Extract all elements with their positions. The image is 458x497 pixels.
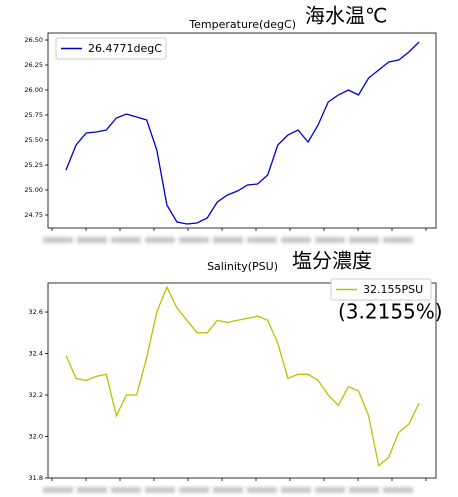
x-tick-label-blurred: [213, 487, 243, 493]
x-tick-label-blurred: [43, 237, 73, 243]
y-tick-label: 32.2: [29, 391, 43, 399]
annotation: 塩分濃度: [292, 249, 372, 273]
x-tick-label-blurred: [383, 487, 413, 493]
x-tick-label-blurred: [77, 237, 107, 243]
x-tick-label-blurred: [383, 237, 413, 243]
x-tick-label-blurred: [111, 487, 141, 493]
y-tick-label: 32.6: [29, 308, 43, 316]
x-tick-label-blurred: [77, 487, 107, 493]
y-tick-label: 25.75: [24, 111, 43, 119]
x-tick-label-blurred: [247, 237, 277, 243]
y-tick-label: 26.00: [24, 86, 43, 94]
x-tick-label-blurred: [247, 487, 277, 493]
legend-label: 26.4771degC: [88, 42, 162, 55]
x-tick-label-blurred: [349, 237, 379, 243]
x-tick-label-blurred: [179, 237, 209, 243]
legend-box: [55, 37, 167, 60]
y-tick-label: 25.50: [24, 136, 43, 144]
x-tick-label-blurred: [111, 237, 141, 243]
plot-frame: [47, 282, 437, 479]
x-tick-label-blurred: [281, 487, 311, 493]
y-tick-label: 24.75: [24, 211, 43, 219]
x-tick-label-blurred: [43, 487, 73, 493]
y-tick-label: 32.4: [29, 350, 43, 358]
chart-title: Salinity(PSU): [207, 260, 278, 273]
annotation: (3.2155%): [338, 300, 443, 324]
x-tick-label-blurred: [213, 237, 243, 243]
x-tick-label-blurred: [179, 487, 209, 493]
y-tick-label: 25.25: [24, 161, 43, 169]
x-tick-label-blurred: [145, 237, 175, 243]
y-tick-label: 26.50: [24, 36, 43, 44]
data-line: [65, 285, 420, 467]
y-tick-label: 31.8: [29, 474, 43, 482]
data-line: [65, 41, 420, 225]
x-tick-label-blurred: [349, 487, 379, 493]
chart-title: Temperature(degC): [188, 18, 296, 31]
y-tick-label: 32.0: [29, 433, 43, 441]
x-tick-label-blurred: [281, 237, 311, 243]
y-tick-label: 26.25: [24, 61, 43, 69]
annotation: 海水温℃: [305, 4, 387, 28]
plot-frame: [47, 32, 437, 229]
x-tick-label-blurred: [315, 487, 345, 493]
legend-label: 32.155PSU: [363, 283, 423, 296]
legend-box: [330, 278, 432, 301]
x-tick-label-blurred: [315, 237, 345, 243]
x-tick-label-blurred: [145, 487, 175, 493]
y-tick-label: 25.00: [24, 186, 43, 194]
